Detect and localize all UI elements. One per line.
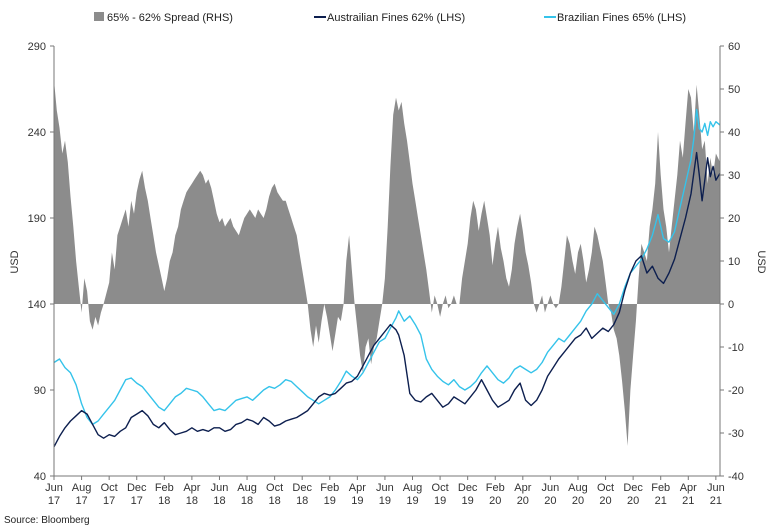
x-tick-label-year: 20	[572, 495, 584, 507]
x-tick-label-month: Dec	[292, 482, 312, 494]
y-right-tick-label: 10	[728, 256, 740, 268]
y-left-tick-label: 290	[28, 41, 46, 53]
y-left-tick-label: 190	[28, 213, 46, 225]
y-right-tick-label: 0	[728, 299, 734, 311]
x-tick-label-month: Oct	[101, 482, 118, 494]
x-tick-label-month: Feb	[486, 482, 505, 494]
x-tick-label-year: 18	[268, 495, 280, 507]
y-right-tick-label: -10	[728, 342, 744, 354]
price-lines-layer	[53, 108, 721, 448]
y-right-tick-label: -40	[728, 471, 744, 483]
x-tick-label-year: 19	[406, 495, 418, 507]
y-right-tick-label: 60	[728, 41, 740, 53]
x-tick-label-year: 19	[351, 495, 363, 507]
x-tick-label-year: 18	[241, 495, 253, 507]
x-tick-label-year: 20	[517, 495, 529, 507]
x-tick-label-year: 17	[103, 495, 115, 507]
x-tick-label-month: Apr	[183, 482, 200, 494]
x-tick-label-year: 18	[296, 495, 308, 507]
x-tick-label-month: Dec	[623, 482, 643, 494]
x-tick-label-month: Jun	[707, 482, 725, 494]
x-tick-label-year: 17	[48, 495, 60, 507]
x-tick-label-month: Jun	[211, 482, 229, 494]
x-tick-label-month: Dec	[458, 482, 478, 494]
x-tick-label-month: Apr	[680, 482, 697, 494]
y-left-tick-label: 140	[28, 299, 46, 311]
x-tick-label-month: Aug	[72, 482, 92, 494]
x-tick-label-year: 19	[434, 495, 446, 507]
source-note: Source: Bloomberg	[4, 515, 90, 526]
series-spread-area	[54, 80, 720, 446]
x-tick-label-month: Feb	[651, 482, 670, 494]
y-right-tick-label: -20	[728, 385, 744, 397]
legend-swatch-spread	[94, 12, 104, 21]
x-tick-label-year: 20	[599, 495, 611, 507]
y-right-tick-label: 30	[728, 170, 740, 182]
y-left-tick-label: 240	[28, 127, 46, 139]
x-tick-label-year: 18	[186, 495, 198, 507]
series-line-aus	[53, 151, 721, 448]
x-tick-label-month: Apr	[514, 482, 531, 494]
x-tick-label-month: Aug	[403, 482, 423, 494]
x-tick-label-month: Jun	[376, 482, 394, 494]
x-tick-label-month: Dec	[127, 482, 147, 494]
x-tick-label-month: Jun	[45, 482, 63, 494]
y-right-tick-label: 50	[728, 84, 740, 96]
x-tick-label-year: 21	[655, 495, 667, 507]
x-tick-label-month: Aug	[568, 482, 588, 494]
x-tick-label-year: 20	[489, 495, 501, 507]
y-right-tick-label: 40	[728, 127, 740, 139]
y-axis-left-title: USD	[9, 250, 21, 273]
x-tick-label-month: Feb	[155, 482, 174, 494]
legend-label-aus: Austrailian Fines 62% (LHS)	[327, 12, 465, 24]
x-tick-label-year: 17	[75, 495, 87, 507]
y-right-tick-label: -30	[728, 428, 744, 440]
spread-area-layer	[54, 80, 720, 446]
x-tick-label-year: 19	[462, 495, 474, 507]
x-tick-label-year: 21	[682, 495, 694, 507]
y-axis-right-title: USD	[755, 250, 767, 273]
x-tick-label-year: 19	[324, 495, 336, 507]
x-tick-label-year: 19	[379, 495, 391, 507]
legend-label-spread: 65% - 62% Spread (RHS)	[107, 12, 233, 24]
x-tick-label-month: Oct	[266, 482, 283, 494]
x-tick-label-year: 18	[213, 495, 225, 507]
axes-layer: 40 90 140 190 240 290 -40 -30 -20 -10 0 10 20 30 40 50 6…	[28, 41, 744, 507]
legend-label-bra: Brazilian Fines 65% (LHS)	[557, 12, 686, 24]
x-tick-label-month: Jun	[542, 482, 560, 494]
x-tick-label-month: Feb	[320, 482, 339, 494]
y-left-tick-label: 90	[34, 385, 46, 397]
x-tick-label-year: 17	[131, 495, 143, 507]
x-tick-label-year: 20	[627, 495, 639, 507]
y-right-tick-label: 20	[728, 213, 740, 225]
y-left-tick-label: 40	[34, 471, 46, 483]
x-tick-label-year: 18	[158, 495, 170, 507]
x-tick-label-month: Aug	[237, 482, 257, 494]
x-tick-label-month: Oct	[432, 482, 449, 494]
legend: 65% - 62% Spread (RHS) Austrailian Fines …	[94, 12, 686, 24]
x-tick-label-year: 20	[544, 495, 556, 507]
x-tick-label-year: 21	[710, 495, 722, 507]
x-tick-label-month: Apr	[349, 482, 366, 494]
x-tick-label-month: Oct	[597, 482, 614, 494]
